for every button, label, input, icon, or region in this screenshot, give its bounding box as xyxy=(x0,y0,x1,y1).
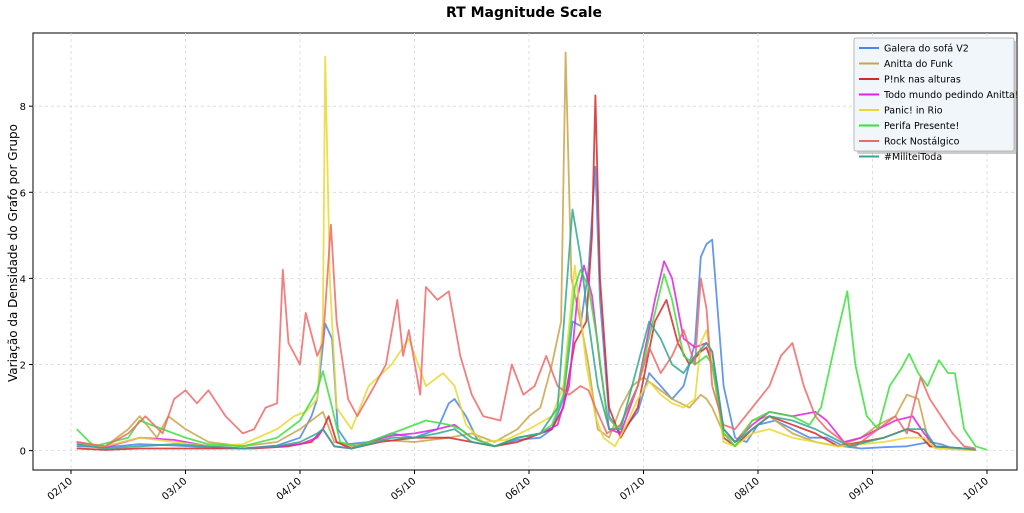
series-line-6 xyxy=(76,223,976,450)
y-axis-label: Variação da Densidade do Grafo por Grupo xyxy=(6,124,20,382)
x-tick-label: 05/10 xyxy=(389,476,418,503)
legend-entry: #MiliteiToda xyxy=(884,152,942,163)
legend-entry: Todo mundo pedindo Anitta! xyxy=(883,90,1019,101)
chart-title: RT Magnitude Scale xyxy=(446,5,602,21)
legend-entry: Anitta do Funk xyxy=(884,59,953,70)
x-tick-label: 04/10 xyxy=(275,476,304,503)
series-line-2 xyxy=(76,94,976,451)
legend-entry: Rock Nostálgico xyxy=(884,137,960,148)
legend-entry: Perifa Presente! xyxy=(884,121,959,132)
legend-entry: Galera do sofá V2 xyxy=(884,44,969,55)
x-tick-label: 08/10 xyxy=(733,476,762,503)
x-tick-label: 07/10 xyxy=(618,476,647,503)
legend-entry: Panic! in Rio xyxy=(884,106,943,117)
legend-entry: P!nk nas alturas xyxy=(884,75,961,86)
y-tick-label: 6 xyxy=(20,188,26,199)
x-tick-label: 10/10 xyxy=(962,476,991,503)
x-tick-label: 02/10 xyxy=(46,476,75,503)
y-tick-label: 8 xyxy=(20,102,26,113)
x-tick-label: 06/10 xyxy=(504,476,533,503)
legend-box xyxy=(853,37,1015,152)
series-line-7 xyxy=(76,208,976,451)
x-tick-label: 03/10 xyxy=(160,476,189,503)
series-layer xyxy=(76,51,988,452)
y-tick-label: 4 xyxy=(20,274,26,285)
x-tick-label: 09/10 xyxy=(847,476,876,503)
series-line-0 xyxy=(76,165,976,451)
y-tick-label: 0 xyxy=(20,447,26,458)
y-tick-label: 2 xyxy=(20,361,26,372)
legend: Galera do sofá V2 Anitta do Funk P!nk nas … xyxy=(853,37,1019,163)
